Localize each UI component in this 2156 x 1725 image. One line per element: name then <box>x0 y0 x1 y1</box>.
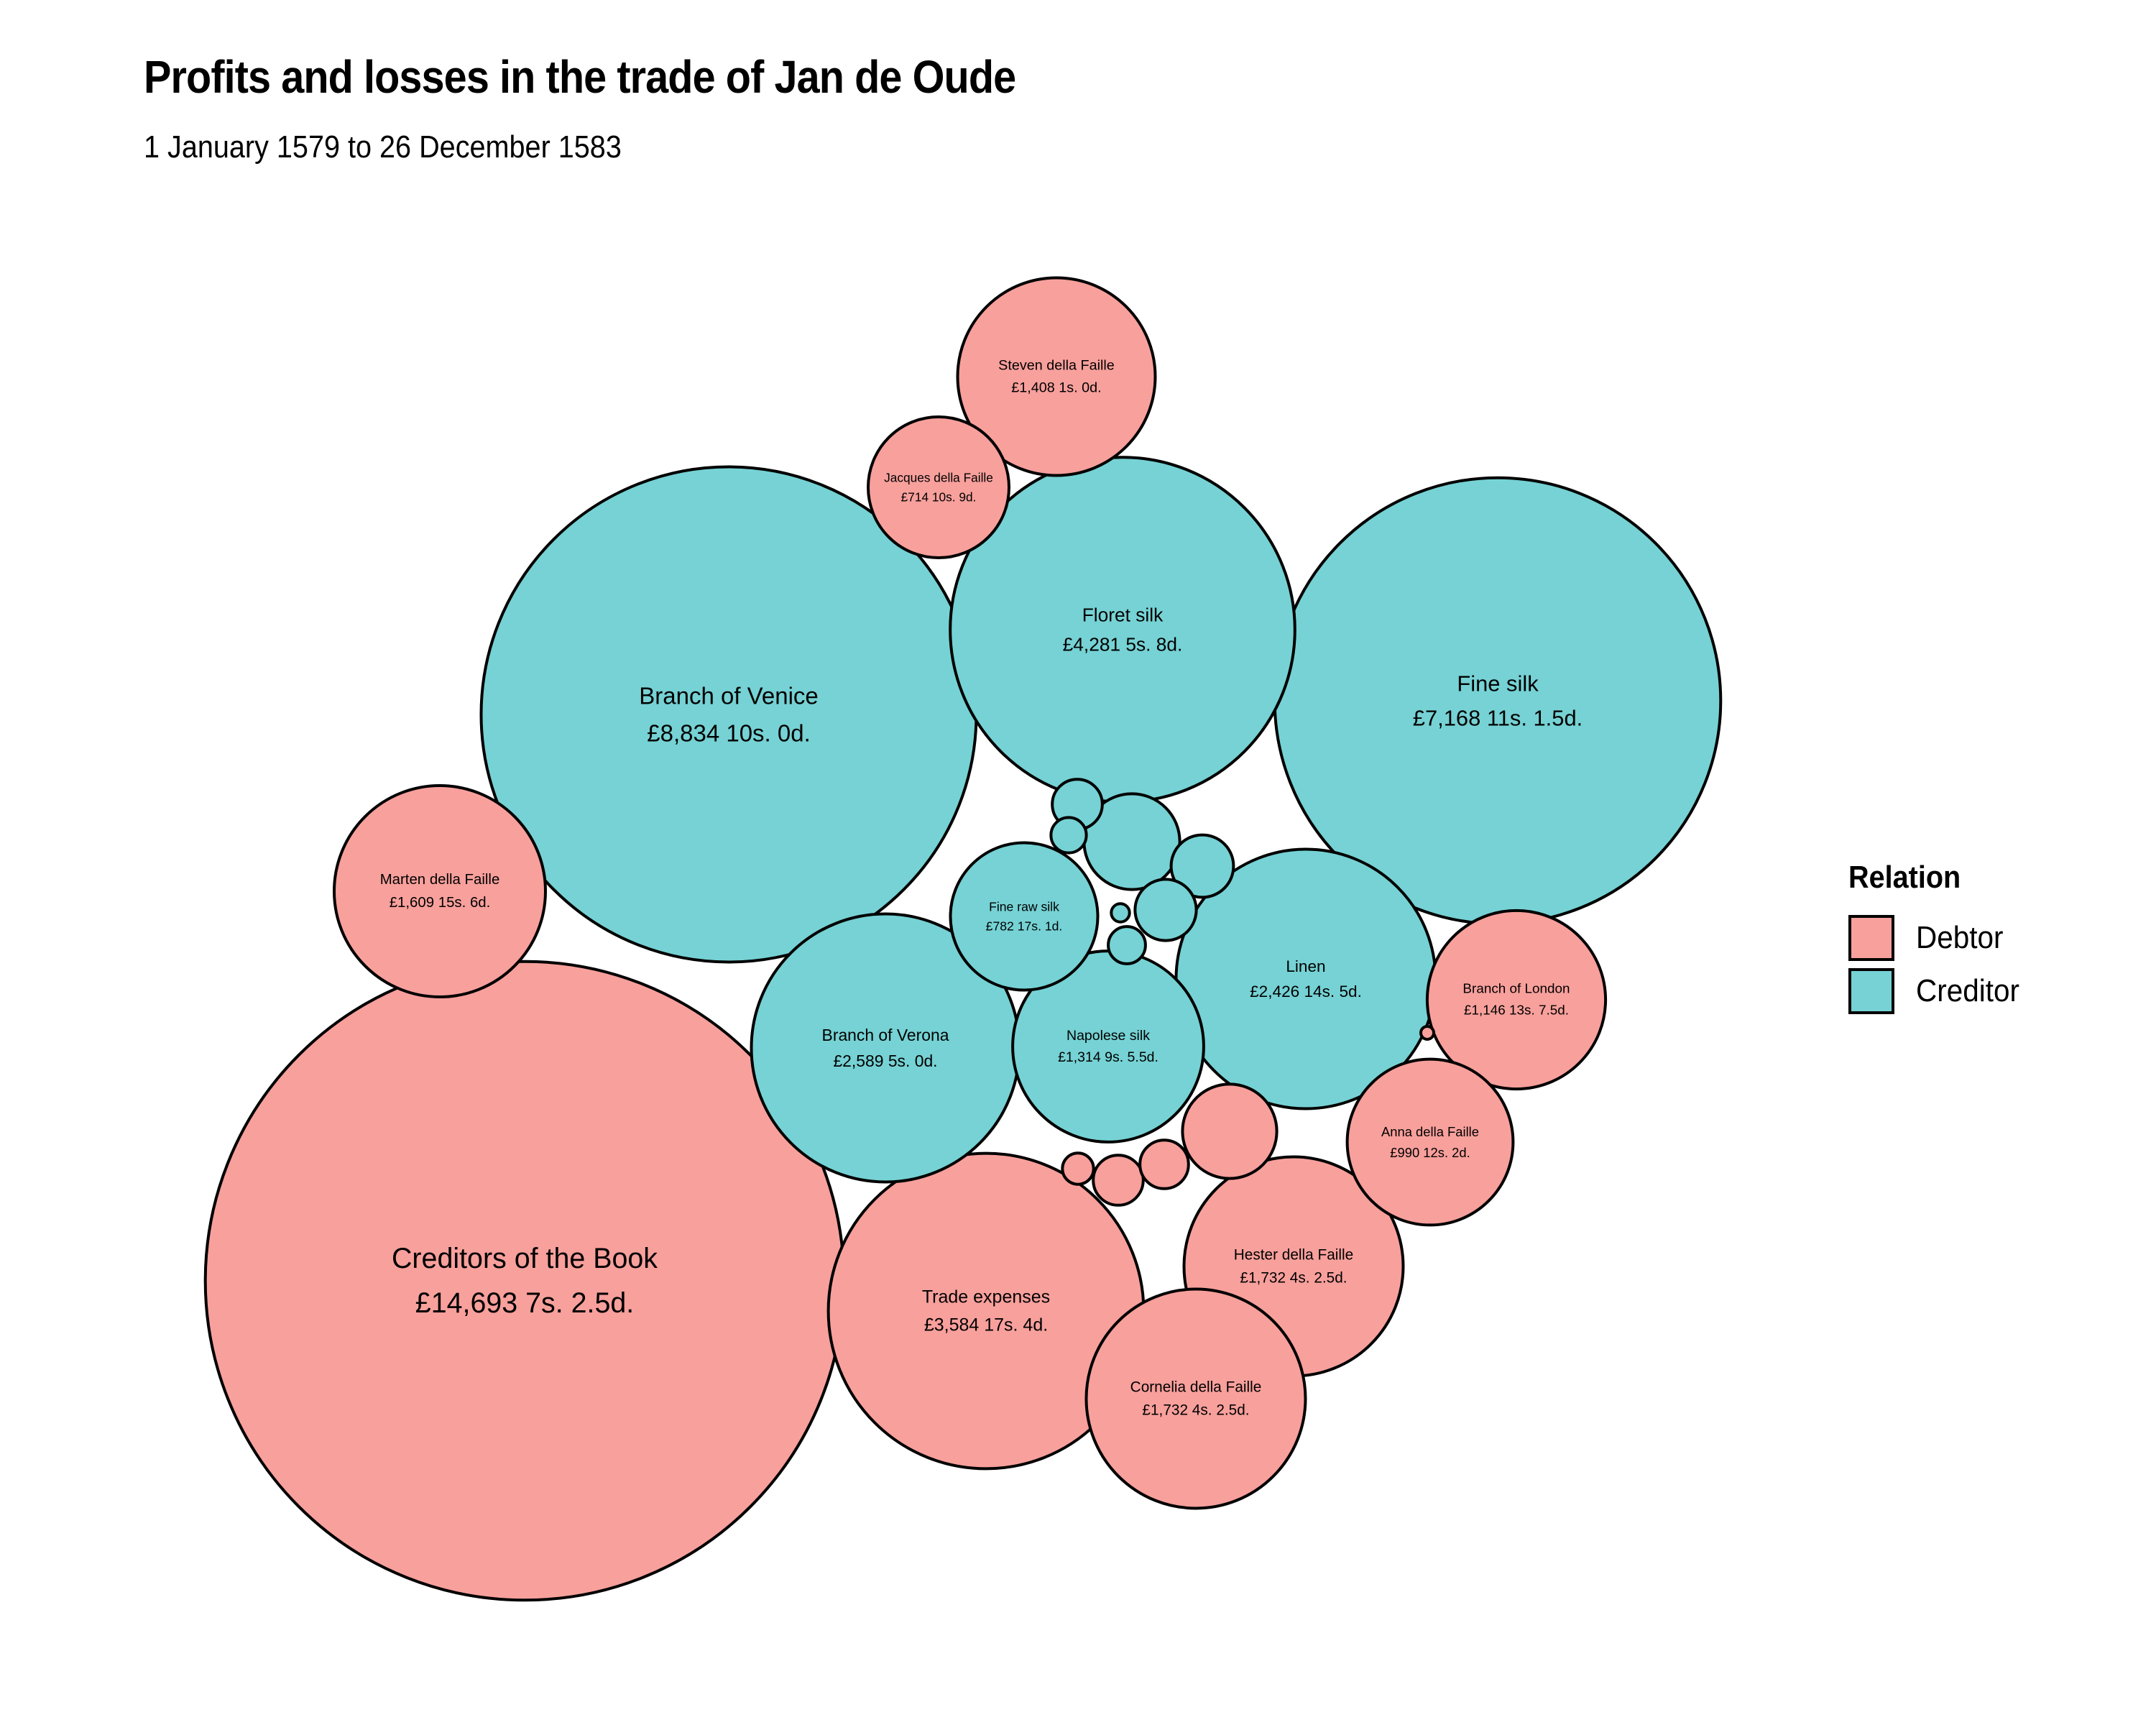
bubble-value-label: £714 10s. 9d. <box>901 490 977 505</box>
bubble-name-label: Trade expenses <box>922 1287 1050 1307</box>
bubble-circle <box>1092 1154 1145 1207</box>
bubble-value-label: £8,834 10s. 0d. <box>647 719 811 746</box>
bubble-creditors-of-the-book: Creditors of the Book £14,693 7s. 2.5d. <box>203 960 846 1602</box>
bubble-circle <box>1138 1138 1190 1190</box>
bubble-value-label: £3,584 17s. 4d. <box>924 1315 1048 1335</box>
bubble-circle <box>1110 902 1131 924</box>
bubble-value-label: £1,732 4s. 2.5d. <box>1142 1402 1249 1419</box>
bubble-unlabeled-21 <box>1092 1154 1145 1207</box>
bubble-value-label: £1,314 9s. 5.5d. <box>1058 1049 1158 1065</box>
bubble-name-label: Hester della Faille <box>1234 1246 1353 1263</box>
bubble-value-label: £1,609 15s. 6d. <box>390 895 491 911</box>
bubble-value-label: £2,589 5s. 0d. <box>833 1052 937 1070</box>
bubble-circle <box>1181 1082 1279 1180</box>
bubble-value-label: £1,408 1s. 0d. <box>1011 380 1101 395</box>
bubble-name-label: Creditors of the Book <box>392 1243 658 1274</box>
bubble-steven-della-faille: Steven della Faille £1,408 1s. 0d. <box>956 276 1157 477</box>
bubble-circle <box>956 276 1157 477</box>
bubble-unlabeled-18 <box>1169 833 1235 899</box>
bubble-circle <box>1107 925 1147 965</box>
legend-swatch-creditor <box>1848 968 1894 1014</box>
bubble-name-label: Fine raw silk <box>989 899 1059 914</box>
bubble-unlabeled-25 <box>1061 1151 1095 1186</box>
bubble-circle <box>1061 1151 1095 1186</box>
bubble-name-label: Anna della Faille <box>1381 1124 1479 1139</box>
bubble-circle <box>949 841 1100 992</box>
bubble-marten-della-faille: Marten della Faille £1,609 15s. 6d. <box>333 784 547 998</box>
bubble-name-label: Branch of London <box>1462 982 1570 997</box>
bubble-fine-raw-silk: Fine raw silk £782 17s. 1d. <box>949 841 1100 992</box>
bubble-circle <box>203 960 846 1602</box>
legend-item-creditor: Creditor <box>1848 965 2029 1018</box>
bubble-name-label: Branch of Venice <box>639 683 819 709</box>
bubble-unlabeled-22 <box>1138 1138 1190 1190</box>
bubble-circle <box>1169 833 1235 899</box>
bubble-name-label: Steven della Faille <box>998 358 1115 374</box>
bubble-circle <box>1345 1057 1515 1227</box>
bubble-unlabeled-24 <box>1049 816 1088 855</box>
bubble-circle <box>1133 878 1198 942</box>
bubble-jacques-della-faille: Jacques della Faille £714 10s. 9d. <box>867 415 1010 559</box>
bubble-value-label: £1,732 4s. 2.5d. <box>1240 1270 1347 1287</box>
bubble-cornelia-della-faille: Cornelia della Faille £1,732 4s. 2.5d. <box>1084 1287 1307 1510</box>
bubble-value-label: £782 17s. 1d. <box>986 919 1063 934</box>
bubble-circle <box>1425 908 1608 1091</box>
bubble-name-label: Branch of Verona <box>822 1026 949 1044</box>
bubble-value-label: £1,146 13s. 7.5d. <box>1464 1003 1569 1018</box>
bubble-branch-of-venice: Branch of Venice £8,834 10s. 0d. <box>479 465 978 964</box>
bubble-value-label: £990 12s. 2d. <box>1390 1145 1470 1160</box>
bubble-value-label: £4,281 5s. 8d. <box>1063 634 1183 656</box>
bubble-value-label: £2,426 14s. 5d. <box>1250 983 1362 1000</box>
bubble-unlabeled-23 <box>1107 925 1147 965</box>
legend-item-debtor: Debtor <box>1848 911 2029 965</box>
bubble-name-label: Floret silk <box>1082 604 1164 625</box>
bubble-napolese-silk: Napolese silk £1,314 9s. 5.5d. <box>1011 949 1205 1144</box>
bubble-circle <box>1419 1025 1435 1041</box>
bubble-unlabeled-26 <box>1110 902 1131 924</box>
bubble-name-label: Napolese silk <box>1067 1028 1150 1044</box>
bubble-circle <box>333 784 547 998</box>
bubble-circle <box>867 415 1010 559</box>
bubble-name-label: Linen <box>1286 957 1325 975</box>
bubble-value-label: £14,693 7s. 2.5d. <box>415 1287 634 1319</box>
bubble-trade-expenses: Trade expenses £3,584 17s. 4d. <box>826 1151 1146 1471</box>
bubble-name-label: Cornelia della Faille <box>1130 1379 1262 1395</box>
bubble-unlabeled-27 <box>1419 1025 1435 1041</box>
bubble-linen: Linen £2,426 14s. 5d. <box>1174 847 1437 1110</box>
bubble-name-label: Jacques della Faille <box>884 471 993 485</box>
legend: Relation Debtor Creditor <box>1848 860 2029 1018</box>
legend-label-creditor: Creditor <box>1916 973 2019 1008</box>
bubble-fine-silk: Fine silk £7,168 11s. 1.5d. <box>1273 476 1723 926</box>
chart-subtitle: 1 January 1579 to 26 December 1583 <box>144 129 622 165</box>
bubble-anna-della-faille: Anna della Faille £990 12s. 2d. <box>1345 1057 1515 1227</box>
legend-label-debtor: Debtor <box>1916 920 2004 955</box>
bubble-branch-of-verona: Branch of Verona £2,589 5s. 0d. <box>750 912 1021 1184</box>
bubble-circle <box>1049 816 1088 855</box>
bubble-value-label: £7,168 11s. 1.5d. <box>1413 706 1583 731</box>
bubble-unlabeled-19 <box>1133 878 1198 942</box>
bubble-branch-of-london: Branch of London £1,146 13s. 7.5d. <box>1425 908 1608 1091</box>
legend-swatch-debtor <box>1848 915 1894 961</box>
bubble-name-label: Fine silk <box>1457 671 1539 696</box>
bubble-unlabeled-17 <box>1181 1082 1279 1180</box>
legend-title: Relation <box>1848 860 1961 895</box>
bubble-name-label: Marten della Faille <box>380 872 500 888</box>
chart-title: Profits and losses in the trade of Jan d… <box>144 51 1016 103</box>
bubble-floret-silk: Floret silk £4,281 5s. 8d. <box>949 456 1296 804</box>
bubble-circle <box>1084 1287 1307 1510</box>
